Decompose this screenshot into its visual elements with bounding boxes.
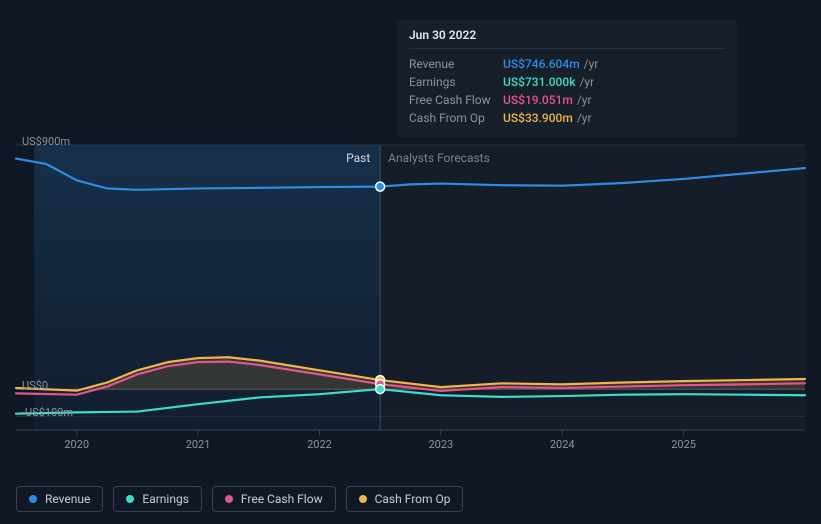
legend-dot-icon xyxy=(126,495,134,503)
x-tick-label: 2020 xyxy=(64,438,89,451)
forecast-label: Analysts Forecasts xyxy=(388,151,490,165)
hover-tooltip: Jun 30 2022 RevenueUS$746.604m/yrEarning… xyxy=(397,20,737,137)
y-tick-label: -US$100m xyxy=(22,406,73,419)
legend-item-fcf[interactable]: Free Cash Flow xyxy=(212,486,336,512)
chart-plot-area[interactable]: US$900m US$0 -US$100m 2020 2021 2022 2023 2024… xyxy=(16,120,805,450)
tooltip-metric-value: US$19.051m xyxy=(503,93,573,107)
legend-dot-icon xyxy=(359,495,367,503)
legend-item-revenue[interactable]: Revenue xyxy=(16,486,103,512)
legend: Revenue Earnings Free Cash Flow Cash From O… xyxy=(16,486,463,512)
y-tick-label: US$0 xyxy=(22,379,48,392)
legend-label: Cash From Op xyxy=(375,492,451,506)
x-tick-label: 2025 xyxy=(671,438,696,451)
legend-dot-icon xyxy=(29,495,37,503)
tooltip-metric-value: US$33.900m xyxy=(503,111,573,125)
past-label: Past xyxy=(346,151,370,165)
tooltip-metric-value: US$731.000k xyxy=(503,75,575,89)
tooltip-row: RevenueUS$746.604m/yr xyxy=(409,55,725,73)
tooltip-metric-label: Cash From Op xyxy=(409,111,503,125)
tooltip-suffix: /yr xyxy=(579,75,594,89)
tooltip-suffix: /yr xyxy=(577,111,592,125)
tooltip-metric-label: Free Cash Flow xyxy=(409,93,503,107)
legend-label: Free Cash Flow xyxy=(241,492,323,506)
tooltip-date: Jun 30 2022 xyxy=(409,28,725,49)
chart-container: Jun 30 2022 RevenueUS$746.604m/yrEarning… xyxy=(0,0,821,524)
chart-svg xyxy=(16,120,805,450)
legend-label: Earnings xyxy=(142,492,189,506)
tooltip-row: Cash From OpUS$33.900m/yr xyxy=(409,109,725,127)
tooltip-row: Free Cash FlowUS$19.051m/yr xyxy=(409,91,725,109)
tooltip-metric-value: US$746.604m xyxy=(503,57,580,71)
tooltip-suffix: /yr xyxy=(584,57,599,71)
legend-dot-icon xyxy=(225,495,233,503)
x-tick-label: 2021 xyxy=(186,438,211,451)
tooltip-metric-label: Earnings xyxy=(409,75,503,89)
x-tick-label: 2023 xyxy=(428,438,453,451)
tooltip-row: EarningsUS$731.000k/yr xyxy=(409,73,725,91)
legend-label: Revenue xyxy=(45,492,90,506)
x-tick-label: 2024 xyxy=(550,438,575,451)
y-tick-label: US$900m xyxy=(22,135,70,148)
tooltip-metric-label: Revenue xyxy=(409,57,503,71)
legend-item-cfo[interactable]: Cash From Op xyxy=(346,486,464,512)
tooltip-suffix: /yr xyxy=(577,93,592,107)
tooltip-rows: RevenueUS$746.604m/yrEarningsUS$731.000k… xyxy=(409,55,725,127)
legend-item-earnings[interactable]: Earnings xyxy=(113,486,202,512)
x-tick-label: 2022 xyxy=(307,438,332,451)
